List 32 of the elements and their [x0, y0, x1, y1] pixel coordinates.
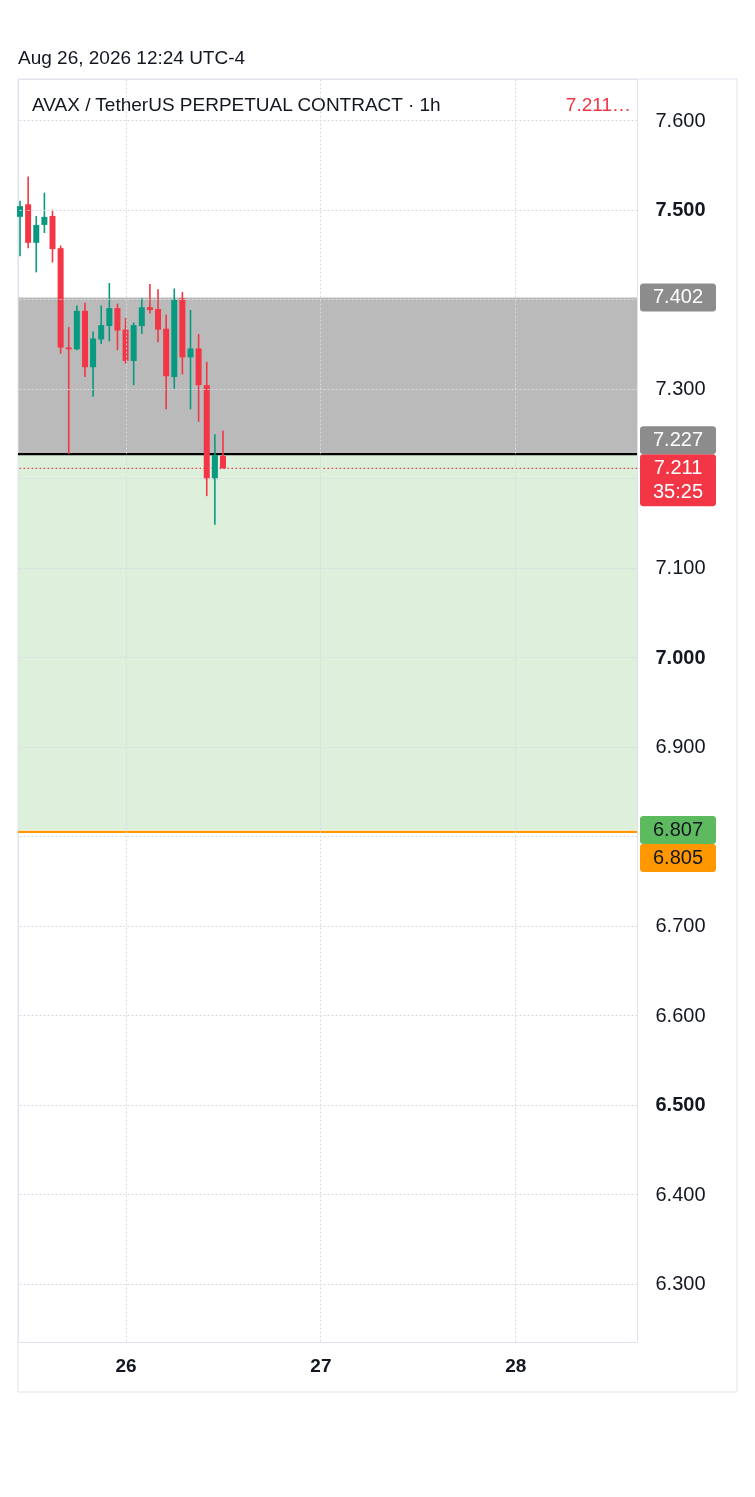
x-tick-label: 28: [505, 1354, 527, 1376]
candlestick: [146, 283, 153, 315]
ref-line-label: 6.805: [652, 846, 704, 868]
text: AVAX / TetherUS PERPETUAL CONTRACT · 1h: [32, 94, 441, 115]
y-tick-label: 7.000: [655, 645, 706, 668]
y-tick-label: 6.900: [655, 735, 706, 758]
candlestick: [187, 309, 194, 411]
y-tick-label: 7.100: [655, 556, 706, 579]
candlestick: [106, 282, 113, 343]
y-tick-label: 7.300: [655, 377, 706, 400]
candlestick: [114, 302, 121, 352]
candlestick: [33, 215, 40, 274]
y-tick-label: 7.500: [655, 198, 706, 221]
y-tick-label: 6.500: [655, 1093, 706, 1116]
y-tick-label: 6.600: [655, 1003, 706, 1026]
y-tick-label: 6.700: [655, 914, 706, 937]
candlestick: [155, 288, 162, 343]
ref-line-label: 7.227: [652, 428, 704, 451]
candlestick: [17, 199, 24, 258]
annotation: 7.211…: [565, 94, 631, 115]
y-tick-label: 7.600: [655, 108, 706, 131]
chart-subtitle: Aug 26, 2026 12:24 UTC-4: [18, 47, 246, 68]
band-label: 7.402: [652, 285, 704, 308]
y-tick-label: 6.400: [655, 1182, 706, 1205]
ref-line-label: 7.211 35:25: [652, 456, 704, 503]
y-tick-label: 6.300: [655, 1272, 706, 1295]
x-tick-label: 26: [115, 1354, 137, 1376]
band-label: 6.807: [652, 818, 704, 840]
candlestick: [41, 191, 48, 234]
candlestick: [138, 297, 145, 335]
x-tick-label: 27: [310, 1354, 332, 1376]
candlestick: [98, 304, 105, 345]
